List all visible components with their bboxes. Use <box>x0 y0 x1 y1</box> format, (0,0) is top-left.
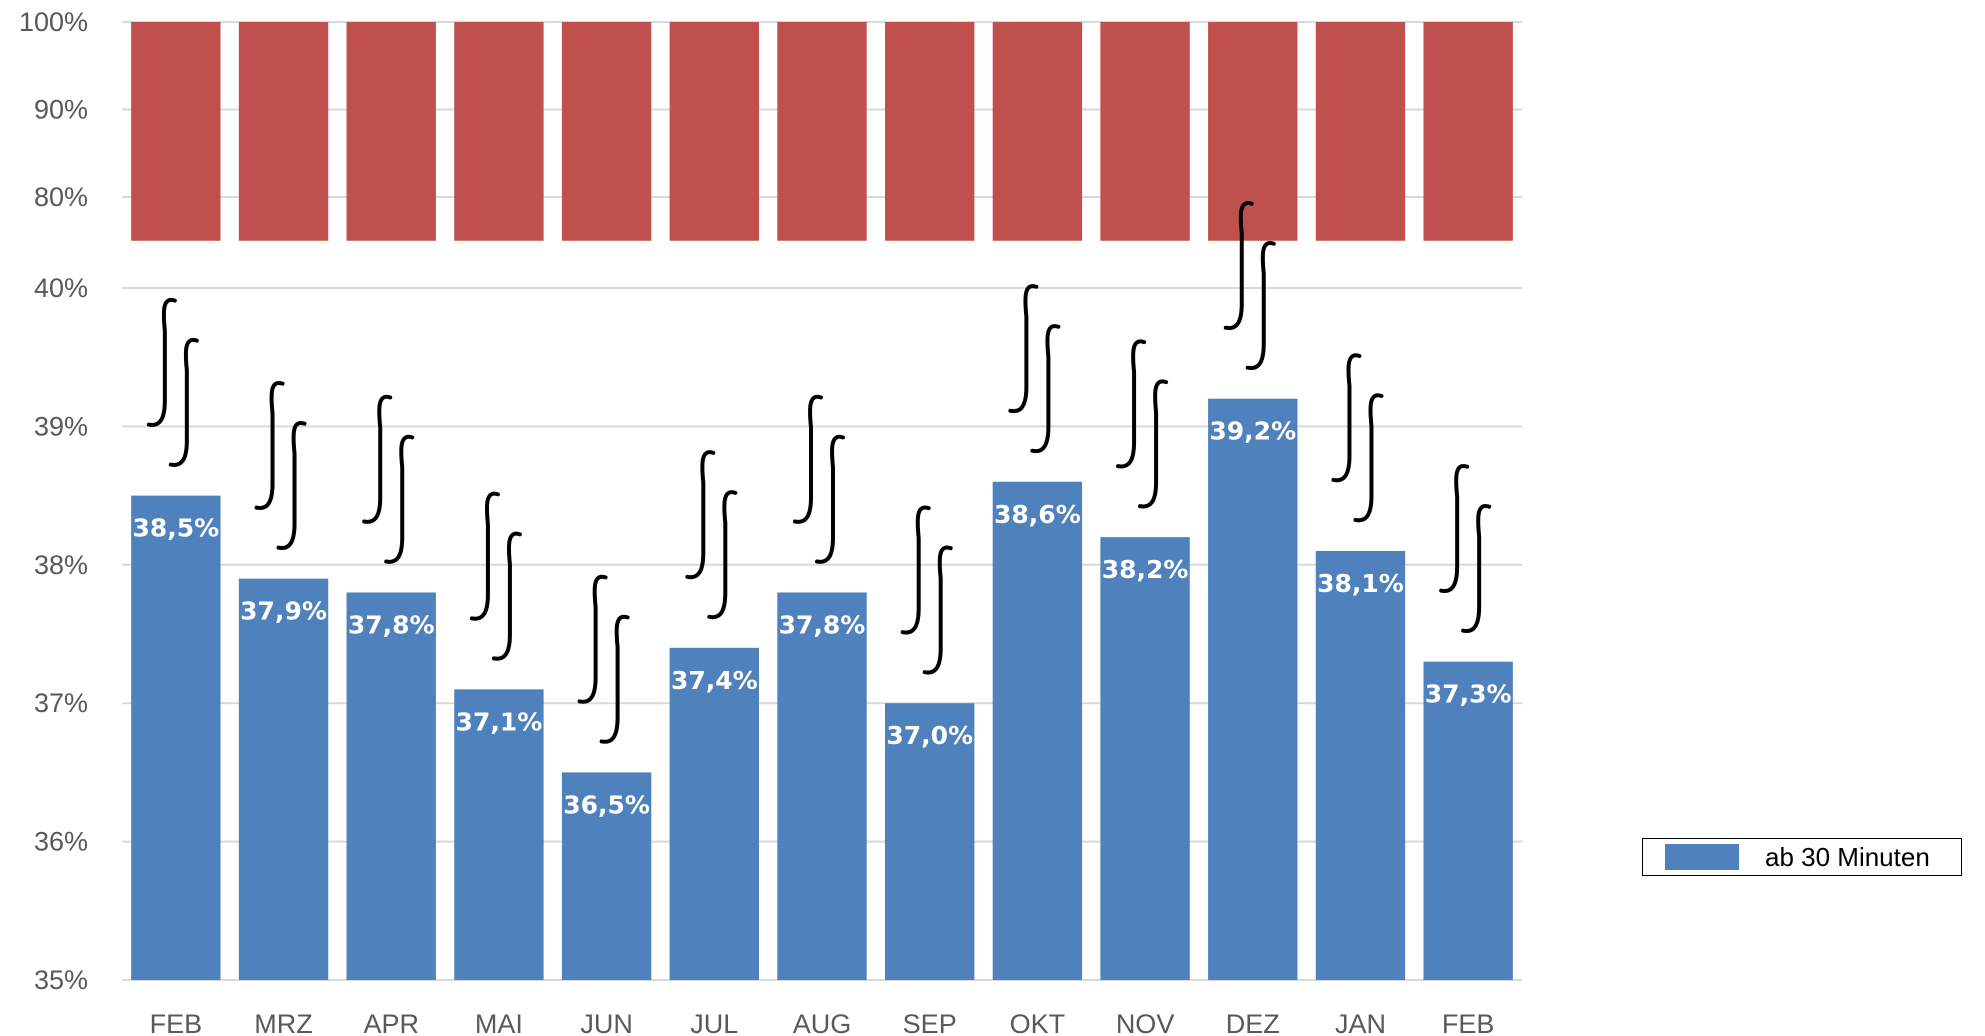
x-tick-label: MAI <box>475 1009 523 1036</box>
bar <box>885 703 975 980</box>
y-tick-label: 80% <box>34 182 88 212</box>
data-label: 37,8% <box>779 610 866 639</box>
y-tick-label: 36% <box>34 827 88 857</box>
axis-break-mark <box>254 380 285 510</box>
axis-break-mark <box>577 574 608 704</box>
x-tick-label: NOV <box>1116 1009 1175 1036</box>
y-tick-label: 100% <box>19 7 88 37</box>
y-tick-label: 39% <box>34 411 88 441</box>
axis-break-mark <box>1245 241 1276 371</box>
bar <box>454 689 544 980</box>
y-tick-label: 40% <box>34 273 88 303</box>
axis-break-mark <box>1331 353 1362 483</box>
y-tick-label: 37% <box>34 688 88 718</box>
x-tick-label: JUN <box>580 1009 633 1036</box>
axis-break-mark <box>146 297 177 427</box>
axis-break-mark <box>599 614 630 744</box>
axis-break-mark <box>707 490 738 620</box>
bar-upper <box>777 22 867 241</box>
x-tick-label: APR <box>363 1009 419 1036</box>
data-label: 38,2% <box>1102 555 1189 584</box>
x-tick-label: JUL <box>690 1009 738 1036</box>
axis-break-mark <box>1461 504 1492 634</box>
legend: ab 30 Minuten <box>1642 838 1962 876</box>
axis-break-mark <box>384 434 415 564</box>
data-label: 38,6% <box>994 500 1081 529</box>
data-label: 37,4% <box>671 666 758 695</box>
axis-break-mark <box>1223 201 1254 331</box>
bar <box>131 495 221 980</box>
bar-upper <box>1208 22 1298 241</box>
bar <box>777 592 867 980</box>
x-tick-label: OKT <box>1010 1009 1066 1036</box>
data-label: 37,8% <box>348 610 435 639</box>
axis-break-mark <box>362 394 393 524</box>
axis-break-mark <box>1439 464 1470 594</box>
bar-upper <box>238 22 329 241</box>
axis-break-mark <box>168 337 199 467</box>
legend-label: ab 30 Minuten <box>1765 841 1930 872</box>
axis-break-mark <box>276 420 307 550</box>
bar <box>238 578 329 980</box>
x-tick-label: FEB <box>1442 1009 1495 1036</box>
bar <box>561 772 652 980</box>
bar-upper <box>1315 22 1406 241</box>
bar <box>1423 661 1513 980</box>
x-tick-label: AUG <box>793 1009 852 1036</box>
axis-break-mark <box>815 434 845 564</box>
axis-break-mark <box>1030 324 1061 454</box>
axis-break-mark <box>491 531 522 661</box>
axis-break-mark <box>793 394 823 524</box>
x-tick-label: DEZ <box>1226 1009 1280 1036</box>
bar-upper <box>454 22 544 241</box>
data-label: 38,1% <box>1317 569 1404 598</box>
x-tick-label: FEB <box>150 1009 203 1036</box>
bar-upper <box>992 22 1083 241</box>
y-tick-label: 35% <box>34 965 88 995</box>
axis-break-mark <box>900 505 931 635</box>
axis-break-mark <box>1008 284 1039 414</box>
bar <box>992 481 1083 980</box>
data-label: 37,1% <box>456 707 543 736</box>
x-tick-label: SEP <box>903 1009 957 1036</box>
bar <box>1208 398 1298 981</box>
axis-break-mark <box>469 491 500 621</box>
bar-upper <box>669 22 759 241</box>
bar <box>346 592 436 980</box>
y-tick-label: 90% <box>34 95 88 125</box>
axis-break-mark <box>922 545 953 675</box>
bar-upper <box>885 22 975 241</box>
data-label: 39,2% <box>1209 417 1296 446</box>
bar-upper <box>346 22 436 241</box>
axis-break-mark <box>1138 379 1169 509</box>
bar-upper <box>1423 22 1513 241</box>
bar-upper <box>131 22 221 241</box>
data-label: 37,0% <box>886 721 973 750</box>
data-label: 37,3% <box>1425 680 1512 709</box>
axis-break-mark <box>685 450 716 580</box>
x-tick-label: JAN <box>1335 1009 1386 1036</box>
data-label: 38,5% <box>132 514 219 543</box>
axis-break-mark <box>1353 393 1384 523</box>
bar <box>1315 550 1406 980</box>
x-tick-label: MRZ <box>254 1009 312 1036</box>
bar <box>1100 537 1190 980</box>
legend-swatch <box>1665 844 1739 870</box>
y-tick-label: 38% <box>34 550 88 580</box>
data-label: 37,9% <box>240 597 327 626</box>
axis-break-mark <box>1116 339 1147 469</box>
bar <box>669 647 759 980</box>
bar-upper <box>561 22 652 241</box>
bar-upper <box>1100 22 1190 241</box>
data-label: 36,5% <box>563 790 650 819</box>
